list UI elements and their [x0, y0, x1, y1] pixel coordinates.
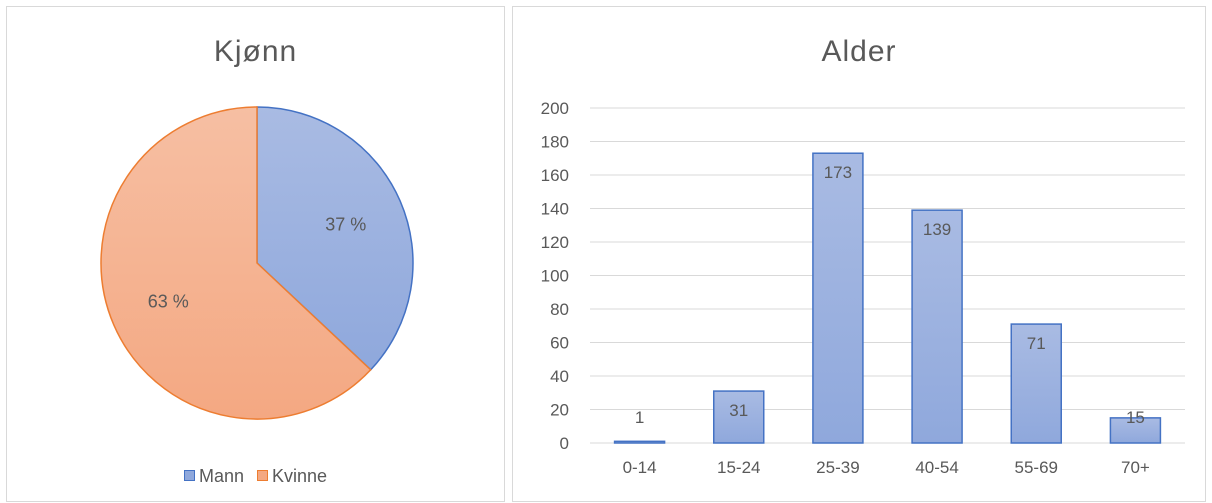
- x-category-label: 40-54: [915, 458, 958, 477]
- pie-slice-mann: [256, 106, 414, 371]
- bar-value-label: 31: [729, 401, 748, 420]
- legend-item-kvinne: Kvinne: [257, 466, 327, 487]
- bar-15-24: [713, 390, 765, 444]
- bar-value-label: 15: [1126, 408, 1145, 427]
- y-tick-label: 160: [541, 166, 569, 185]
- bar-25-39: [812, 152, 864, 444]
- x-category-label: 15-24: [717, 458, 760, 477]
- legend-label-kvinne: Kvinne: [272, 466, 328, 486]
- pie-slice-kvinne: [100, 106, 372, 420]
- bar-70+: [1109, 417, 1162, 444]
- x-category-label: 70+: [1121, 458, 1150, 477]
- bar-chart: 0 20 40 60 80 100 120 140 160 180 200 1 0-14 31 15-24 1…: [541, 99, 1185, 477]
- y-tick-label: 140: [541, 200, 569, 219]
- bar-value-label: 71: [1027, 334, 1046, 353]
- y-tick-label: 200: [541, 99, 569, 118]
- y-tick-label: 180: [541, 133, 569, 152]
- bar-value-label: 1: [635, 408, 644, 427]
- chart-title-gender: Kjønn: [213, 35, 298, 68]
- gender-chart-panel: Kjønn 37 % 63 % Mann Kvinne: [6, 6, 505, 502]
- y-tick-label: 80: [550, 300, 569, 319]
- bar-40-54: [911, 209, 963, 444]
- bar-0-14: [613, 440, 666, 444]
- y-tick-label: 60: [550, 334, 569, 353]
- legend-swatch-mann: [183, 470, 195, 481]
- pie-chart: 37 % 63 %: [100, 106, 414, 420]
- y-tick-label: 20: [550, 401, 569, 420]
- legend-label-mann: Mann: [198, 466, 244, 486]
- bar-value-label: 173: [824, 163, 852, 182]
- slice-label-kvinne: 63 %: [148, 291, 189, 311]
- bar-55-69: [1010, 323, 1062, 444]
- y-tick-label: 40: [550, 367, 569, 386]
- age-chart-panel: Alder 0 20 40 60 80 100 120 140 160 180 200 1 0-14 31…: [512, 6, 1206, 502]
- slice-label-mann: 37 %: [325, 215, 366, 235]
- pie-legend: Mann Kvinne: [7, 466, 504, 487]
- y-tick-label: 0: [560, 434, 569, 453]
- x-category-label: 0-14: [623, 458, 657, 477]
- bar-value-label: 139: [923, 220, 951, 239]
- legend-swatch-kvinne: [257, 470, 268, 481]
- chart-title-age: Alder: [821, 35, 897, 68]
- legend-item-mann: Mann: [183, 466, 244, 487]
- x-category-label: 25-39: [816, 458, 859, 477]
- y-tick-label: 120: [541, 233, 569, 252]
- y-tick-label: 100: [541, 267, 569, 286]
- x-category-label: 55-69: [1015, 458, 1058, 477]
